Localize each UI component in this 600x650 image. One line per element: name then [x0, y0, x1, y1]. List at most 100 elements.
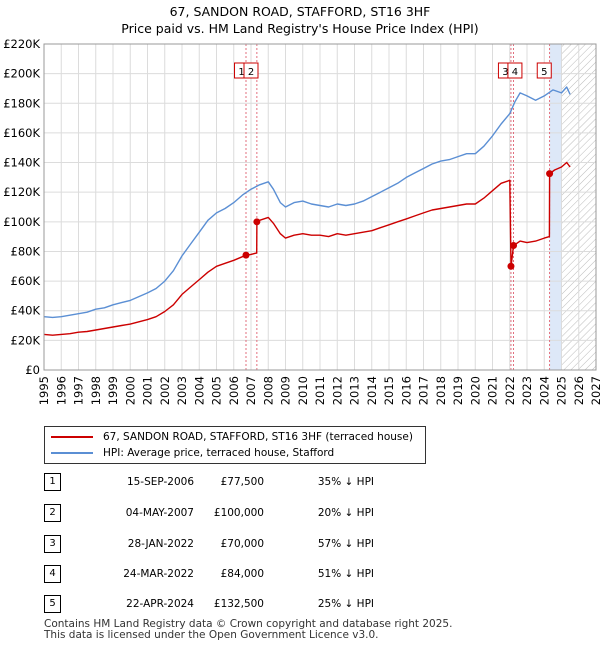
sale-hpi-diff: 25% ↓ HPI — [317, 598, 374, 610]
sale-price: £77,500 — [220, 476, 264, 488]
sale-price: £100,000 — [213, 507, 264, 519]
x-tick-label: 2004 — [192, 376, 206, 405]
x-tick-label: 2008 — [261, 376, 275, 405]
footer-copyright: Contains HM Land Registry data © Crown c… — [44, 618, 453, 630]
y-tick-label: £40K — [11, 304, 41, 318]
x-tick-label: 2023 — [520, 376, 534, 405]
sale-point — [253, 218, 261, 226]
y-tick-label: £80K — [11, 244, 41, 258]
x-tick-label: 2013 — [348, 376, 362, 405]
y-tick-label: £200K — [3, 67, 40, 81]
sale-row: 3 28-JAN-2022 £70,000 57% ↓ HPI — [44, 535, 444, 553]
legend: 67, SANDON ROAD, STAFFORD, ST16 3HF (ter… — [44, 426, 426, 464]
hpi-series-line — [43, 86, 571, 319]
sale-number-badge: 1 — [44, 473, 61, 491]
legend-item-property: 67, SANDON ROAD, STAFFORD, ST16 3HF (ter… — [51, 429, 413, 445]
legend-swatch-property — [51, 436, 93, 438]
sale-date: 15-SEP-2006 — [126, 476, 194, 488]
highlight-band — [549, 44, 562, 370]
footer-licence: This data is licensed under the Open Gov… — [44, 629, 379, 641]
sale-hpi-diff: 57% ↓ HPI — [317, 538, 374, 550]
sale-row: 2 04-MAY-2007 £100,000 20% ↓ HPI — [44, 504, 444, 522]
sale-marker-label: 4 — [512, 67, 518, 78]
x-tick-label: 2006 — [227, 376, 241, 405]
sale-point — [546, 170, 554, 178]
x-tick-label: 2020 — [468, 376, 482, 405]
sale-marker-label: 5 — [541, 67, 547, 78]
x-tick-label: 2012 — [330, 376, 344, 405]
x-tick-label: 2026 — [572, 376, 586, 405]
x-tick-label: 2024 — [537, 376, 551, 405]
footer: Contains HM Land Registry data © Crown c… — [44, 619, 452, 641]
x-tick-label: 2016 — [399, 376, 413, 405]
sale-marker-label: 3 — [502, 67, 508, 78]
x-tick-label: 2015 — [382, 376, 396, 405]
x-tick-label: 2014 — [365, 376, 379, 405]
sale-number-badge: 2 — [44, 504, 61, 522]
x-tick-label: 1997 — [72, 376, 86, 405]
x-tick-label: 1998 — [89, 376, 103, 405]
x-tick-label: 2018 — [434, 376, 448, 405]
sale-number-badge: 4 — [44, 565, 61, 583]
sale-date: 04-MAY-2007 — [125, 507, 194, 519]
legend-item-hpi: HPI: Average price, terraced house, Staf… — [51, 445, 334, 461]
y-tick-label: £220K — [3, 37, 40, 51]
sale-point — [242, 251, 250, 259]
sale-marker-box — [536, 62, 552, 79]
x-tick-label: 2009 — [279, 376, 293, 405]
x-tick-label: 2005 — [210, 376, 224, 405]
sale-number-badge: 3 — [44, 535, 61, 553]
sale-hpi-diff: 20% ↓ HPI — [317, 507, 374, 519]
sale-number-badge: 5 — [44, 595, 61, 613]
chart-title: 67, SANDON ROAD, STAFFORD, ST16 3HF Pric… — [0, 3, 600, 37]
sale-point — [507, 262, 515, 270]
sale-row: 1 15-SEP-2006 £77,500 35% ↓ HPI — [44, 473, 444, 491]
y-tick-label: £0 — [25, 363, 40, 377]
x-tick-label: 2027 — [589, 376, 600, 405]
sale-marker-box — [507, 62, 523, 79]
sale-hpi-diff: 51% ↓ HPI — [317, 568, 374, 580]
x-tick-label: 2025 — [555, 376, 569, 405]
sale-date: 28-JAN-2022 — [127, 538, 194, 550]
sale-hpi-diff: 35% ↓ HPI — [317, 476, 374, 488]
sale-date: 22-APR-2024 — [126, 598, 194, 610]
sale-marker-label: 2 — [248, 67, 254, 78]
sale-date: 24-MAR-2022 — [123, 568, 194, 580]
sale-price: £132,500 — [213, 598, 264, 610]
plot-frame — [43, 43, 597, 371]
x-tick-label: 2011 — [313, 376, 327, 405]
sale-marker-label: 1 — [238, 67, 244, 78]
x-tick-label: 2007 — [244, 376, 258, 405]
price-chart: £0 £20K £40K £60K £80K £100K £120K £140K £160K £1… — [3, 37, 600, 405]
chart-title-line1: 67, SANDON ROAD, STAFFORD, ST16 3HF — [169, 4, 431, 19]
legend-swatch-hpi — [51, 452, 93, 454]
x-tick-label: 2022 — [503, 376, 517, 405]
y-tick-label: £20K — [11, 333, 41, 347]
x-tick-label: 2017 — [417, 376, 431, 405]
sale-price: £70,000 — [220, 538, 264, 550]
y-tick-label: £100K — [3, 215, 40, 229]
x-tick-label: 1995 — [37, 376, 51, 405]
y-tick-label: £120K — [3, 185, 40, 199]
sale-marker-box — [243, 62, 259, 79]
x-tick-label: 2001 — [141, 376, 155, 405]
x-tick-label: 2003 — [175, 376, 189, 405]
x-tick-label: 1996 — [54, 376, 68, 405]
chart-subtitle: Price paid vs. HM Land Registry's House … — [121, 21, 479, 36]
x-tick-label: 1999 — [106, 376, 120, 405]
sale-price: £84,000 — [220, 568, 264, 580]
x-tick-label: 2002 — [158, 376, 172, 405]
x-tick-label: 2019 — [451, 376, 465, 405]
sale-row: 4 24-MAR-2022 £84,000 51% ↓ HPI — [44, 565, 444, 583]
y-tick-label: £60K — [11, 274, 41, 288]
x-tick-label: 2000 — [123, 376, 137, 405]
legend-label-hpi: HPI: Average price, terraced house, Staf… — [103, 447, 335, 459]
sale-row: 5 22-APR-2024 £132,500 25% ↓ HPI — [44, 595, 444, 613]
y-tick-label: £160K — [3, 126, 40, 140]
y-tick-label: £180K — [3, 96, 40, 110]
legend-label-property: 67, SANDON ROAD, STAFFORD, ST16 3HF (ter… — [103, 431, 413, 443]
y-tick-label: £140K — [3, 156, 40, 170]
sale-point — [510, 242, 518, 250]
x-tick-label: 2010 — [296, 376, 310, 405]
x-tick-label: 2021 — [486, 376, 500, 405]
